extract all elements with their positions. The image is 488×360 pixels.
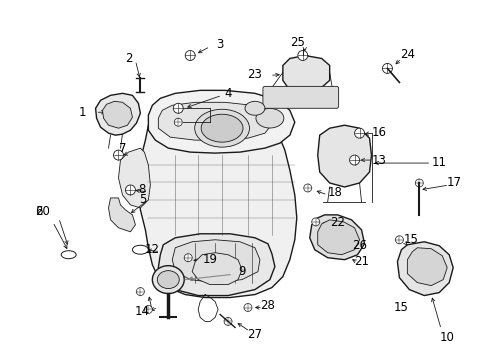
- Ellipse shape: [194, 109, 249, 147]
- Circle shape: [395, 236, 403, 244]
- Text: 14: 14: [135, 305, 150, 318]
- Text: 26: 26: [351, 239, 366, 252]
- Circle shape: [174, 118, 182, 126]
- Polygon shape: [317, 125, 371, 187]
- Text: 8: 8: [139, 184, 146, 197]
- Circle shape: [311, 218, 319, 226]
- Circle shape: [297, 50, 307, 60]
- Polygon shape: [102, 101, 132, 128]
- Text: 19: 19: [202, 253, 217, 266]
- Text: 10: 10: [439, 331, 454, 344]
- Polygon shape: [309, 215, 364, 260]
- Circle shape: [382, 63, 392, 73]
- Text: 18: 18: [326, 186, 342, 199]
- Text: 4: 4: [224, 87, 231, 100]
- Text: 3: 3: [216, 38, 224, 51]
- Text: 16: 16: [371, 126, 386, 139]
- Polygon shape: [108, 198, 135, 232]
- Polygon shape: [95, 93, 140, 135]
- Text: 5: 5: [139, 193, 146, 206]
- Ellipse shape: [152, 266, 184, 293]
- Polygon shape: [192, 253, 242, 285]
- Circle shape: [244, 303, 251, 311]
- Polygon shape: [138, 112, 296, 298]
- Text: 11: 11: [431, 156, 446, 168]
- Circle shape: [303, 184, 311, 192]
- Text: 13: 13: [371, 154, 386, 167]
- Polygon shape: [158, 102, 271, 140]
- Polygon shape: [317, 220, 359, 255]
- Circle shape: [414, 179, 423, 187]
- Text: 22: 22: [329, 216, 345, 229]
- Polygon shape: [397, 242, 452, 296]
- Text: 7: 7: [119, 141, 126, 155]
- Circle shape: [144, 306, 152, 314]
- Text: 20: 20: [35, 205, 50, 219]
- Text: 12: 12: [144, 243, 160, 256]
- Text: 15: 15: [393, 301, 408, 314]
- Polygon shape: [148, 90, 294, 153]
- Circle shape: [349, 155, 359, 165]
- Text: 6: 6: [35, 205, 42, 219]
- Ellipse shape: [255, 108, 283, 128]
- Text: 17: 17: [446, 176, 461, 189]
- Polygon shape: [118, 148, 150, 208]
- Ellipse shape: [157, 271, 179, 289]
- Circle shape: [185, 50, 195, 60]
- FancyBboxPatch shape: [263, 86, 338, 108]
- Ellipse shape: [61, 251, 76, 259]
- Ellipse shape: [201, 114, 243, 142]
- Polygon shape: [282, 55, 329, 90]
- Polygon shape: [158, 234, 274, 296]
- Text: 24: 24: [399, 48, 414, 61]
- Text: 2: 2: [124, 52, 132, 65]
- Circle shape: [173, 103, 183, 113]
- Circle shape: [125, 185, 135, 195]
- Circle shape: [184, 254, 192, 262]
- Text: 23: 23: [247, 68, 262, 81]
- Text: 15: 15: [403, 233, 418, 246]
- Text: 28: 28: [260, 299, 275, 312]
- Polygon shape: [172, 240, 260, 283]
- Text: 25: 25: [290, 36, 305, 49]
- Circle shape: [113, 150, 123, 160]
- Circle shape: [224, 318, 232, 325]
- Text: 1: 1: [79, 106, 86, 119]
- Circle shape: [136, 288, 144, 296]
- Polygon shape: [407, 248, 447, 285]
- Text: 21: 21: [353, 255, 368, 268]
- Ellipse shape: [132, 245, 148, 254]
- Ellipse shape: [244, 101, 264, 115]
- Text: 27: 27: [247, 328, 262, 341]
- Text: 9: 9: [238, 265, 245, 278]
- Circle shape: [354, 128, 364, 138]
